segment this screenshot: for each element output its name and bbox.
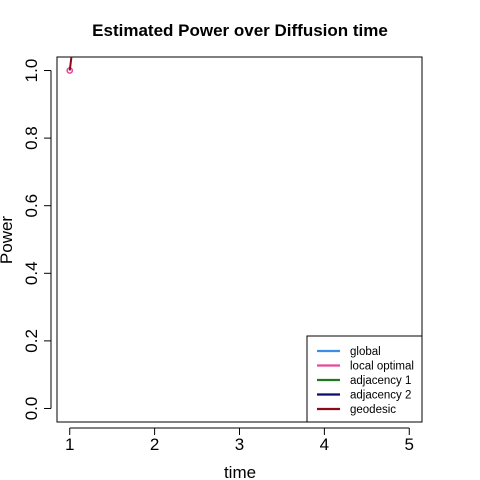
y-tick-label: 0.2 <box>22 329 41 353</box>
legend-label: geodesic <box>350 404 396 416</box>
x-tick-label: 4 <box>320 435 329 454</box>
y-axis: 0.0 0.2 0.4 0.6 0.8 1.0 <box>22 59 52 421</box>
y-axis-label: Power <box>0 216 16 265</box>
legend-label: global <box>350 346 381 358</box>
y-tick-label: 0.4 <box>22 261 41 285</box>
x-tick-label: 5 <box>405 435 414 454</box>
x-tick-label: 3 <box>235 435 244 454</box>
legend-label: local optimal <box>350 361 414 373</box>
y-tick-label: 0.0 <box>22 397 41 421</box>
x-axis: 1 2 3 4 5 <box>65 427 414 454</box>
x-axis-label: time <box>224 463 256 480</box>
x-tick-label: 1 <box>65 435 74 454</box>
x-tick-label: 2 <box>150 435 159 454</box>
plot-frame <box>56 56 423 423</box>
series-line-geodesic <box>68 56 73 71</box>
chart-title: Estimated Power over Diffusion time <box>92 21 388 40</box>
y-tick-label: 1.0 <box>22 59 41 83</box>
legend-label: adjacency 2 <box>350 390 411 402</box>
plot-area <box>66 56 74 74</box>
y-tick-label: 0.6 <box>22 194 41 218</box>
legend-label: adjacency 1 <box>350 375 411 387</box>
y-tick-label: 0.8 <box>22 126 41 150</box>
legend: global local optimal adjacency 1 adjacency … <box>306 335 423 423</box>
